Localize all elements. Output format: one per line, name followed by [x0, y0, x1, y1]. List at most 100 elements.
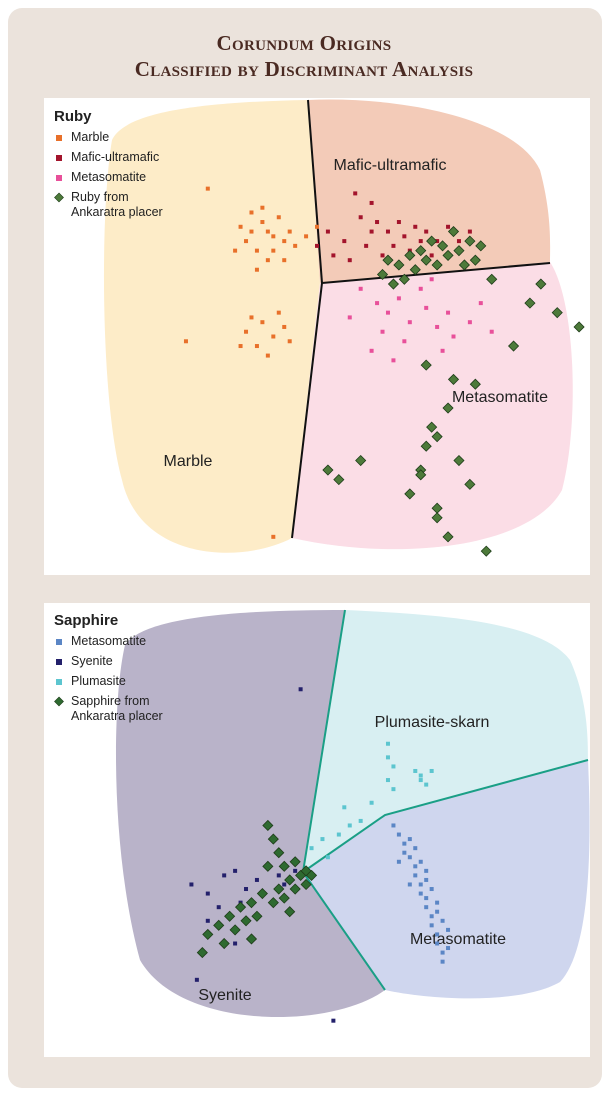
legend-marker-shape	[56, 135, 62, 141]
point	[391, 764, 396, 769]
point	[447, 373, 460, 385]
point	[238, 224, 243, 229]
point	[244, 329, 249, 334]
region-label: Syenite	[198, 987, 251, 1004]
point	[260, 220, 265, 225]
point	[347, 315, 352, 320]
point	[304, 234, 309, 239]
point	[446, 927, 451, 932]
point	[413, 864, 418, 869]
legend-item: Marble	[54, 130, 181, 145]
point	[402, 841, 407, 846]
point	[347, 823, 352, 828]
point	[358, 286, 363, 291]
point	[393, 259, 405, 271]
point	[282, 258, 287, 263]
point	[245, 897, 258, 909]
point	[358, 215, 363, 220]
point	[331, 253, 336, 258]
point	[418, 773, 423, 778]
point	[271, 234, 276, 239]
point	[325, 855, 330, 860]
point	[369, 348, 374, 353]
point	[418, 286, 423, 291]
point	[489, 329, 494, 334]
legend-marker-shape	[54, 192, 64, 203]
point	[440, 959, 445, 964]
region	[303, 760, 590, 999]
point	[458, 259, 470, 271]
point	[222, 873, 227, 878]
point	[260, 205, 265, 210]
point	[391, 823, 396, 828]
point	[451, 334, 456, 339]
boundary	[321, 262, 551, 284]
point	[322, 464, 334, 476]
point	[213, 919, 225, 931]
point	[464, 478, 476, 490]
point	[205, 186, 210, 191]
legend-swatch	[54, 190, 66, 205]
point	[271, 334, 276, 339]
legend: Sapphire Metasomatite Syenite Plumasite Sapp…	[54, 612, 181, 729]
region-label: Marble	[164, 453, 213, 470]
legend-item: Mafic-ultramafic	[54, 150, 181, 165]
point	[413, 846, 418, 851]
point	[396, 832, 401, 837]
point	[331, 1018, 336, 1023]
point	[407, 320, 412, 325]
point	[573, 321, 585, 333]
point	[429, 253, 434, 258]
point	[453, 245, 465, 257]
point	[262, 819, 274, 832]
point	[380, 253, 385, 258]
legend-title: Sapphire	[54, 612, 119, 629]
point	[453, 454, 465, 467]
point	[480, 545, 492, 557]
point	[369, 200, 374, 205]
point	[251, 910, 263, 922]
region-label: Mafic-ultramafic	[334, 157, 447, 174]
point	[420, 359, 432, 371]
point	[249, 315, 254, 320]
legend-label: Marble	[71, 130, 110, 144]
point	[233, 941, 238, 946]
point	[507, 340, 520, 352]
title-line: Corundum Origins	[216, 31, 392, 55]
point	[233, 248, 238, 253]
point	[309, 846, 314, 851]
point	[429, 923, 434, 928]
title-line: Classified by Discriminant Analysis	[134, 57, 474, 81]
point	[478, 301, 483, 306]
boundary	[302, 759, 589, 873]
point	[440, 918, 445, 923]
region-label: Plumasite-skarn	[375, 714, 490, 731]
point	[426, 235, 438, 247]
region	[115, 610, 385, 1018]
legend-label: Ruby from Ankaratra placer	[71, 190, 163, 219]
point	[265, 353, 270, 358]
point	[442, 249, 454, 261]
point	[409, 264, 421, 276]
point	[398, 273, 410, 285]
point	[375, 220, 380, 225]
point	[271, 248, 276, 253]
point	[267, 897, 279, 909]
point	[418, 859, 423, 864]
point	[385, 778, 390, 783]
point	[413, 224, 418, 229]
legend-label: Plumasite	[71, 674, 126, 688]
point	[456, 239, 461, 244]
point	[486, 273, 498, 285]
point	[216, 905, 221, 910]
point	[196, 947, 208, 959]
point	[407, 882, 412, 887]
point	[276, 873, 281, 878]
point	[467, 229, 472, 234]
point	[342, 805, 347, 810]
legend-label: Metasomatite	[71, 634, 147, 648]
point	[273, 847, 285, 859]
legend-item: Plumasite	[54, 674, 181, 689]
point	[464, 235, 476, 247]
point	[407, 855, 412, 860]
